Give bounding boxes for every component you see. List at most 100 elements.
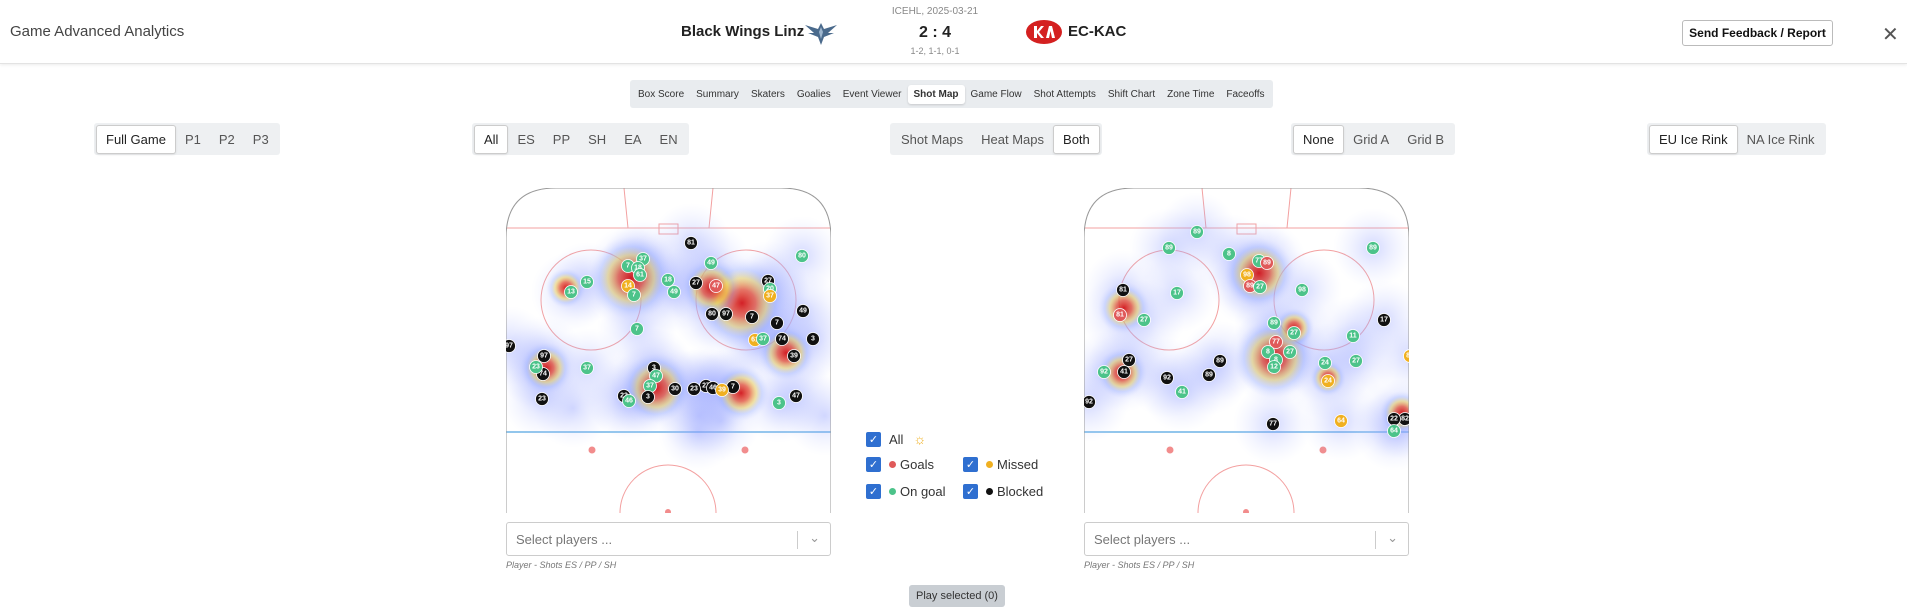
shot-marker[interactable]: 81 (684, 236, 698, 250)
shot-marker[interactable]: 22 (1387, 412, 1401, 426)
shot-marker[interactable]: 92 (1097, 365, 1111, 379)
shot-marker[interactable]: 39 (715, 383, 729, 397)
send-feedback-button[interactable]: Send Feedback / Report (1682, 20, 1833, 46)
rink-option-na-ice-rink[interactable]: NA Ice Rink (1746, 131, 1815, 147)
shot-marker[interactable]: 7 (627, 288, 641, 302)
checkbox-checked-icon[interactable]: ✓ (963, 484, 978, 499)
checkbox-checked-icon[interactable]: ✓ (866, 457, 881, 472)
shot-marker[interactable]: 24 (1321, 374, 1335, 388)
shot-marker[interactable]: 13 (564, 285, 578, 299)
checkbox-on-goal[interactable]: ✓ On goal (866, 484, 946, 499)
shot-marker[interactable]: 27 (1137, 313, 1151, 327)
shot-marker[interactable]: 27 (1122, 353, 1136, 367)
shot-marker[interactable]: 17 (1377, 313, 1391, 327)
shot-marker[interactable]: 82 (1403, 349, 1410, 363)
shot-marker[interactable]: 39 (787, 349, 801, 363)
shot-marker[interactable]: 8 (1222, 247, 1236, 261)
strength-option-en[interactable]: EN (659, 131, 678, 147)
chevron-down-icon[interactable]: ⌄ (809, 530, 820, 545)
shot-marker[interactable]: 27 (1283, 345, 1297, 359)
shot-marker[interactable]: 30 (668, 382, 682, 396)
sun-icon[interactable]: ☼ (913, 431, 927, 447)
periods-option-p2[interactable]: P2 (218, 131, 235, 147)
shot-marker[interactable]: 47 (649, 369, 663, 383)
shot-marker[interactable]: 47 (709, 279, 723, 293)
checkbox-checked-icon[interactable]: ✓ (866, 484, 881, 499)
close-icon[interactable]: ✕ (1882, 24, 1899, 46)
shot-marker[interactable]: 97 (719, 307, 733, 321)
play-selected-button[interactable]: Play selected (0) (909, 585, 1005, 607)
strength-option-pp[interactable]: PP (552, 131, 571, 147)
shot-marker[interactable]: 92 (1084, 395, 1096, 409)
shot-marker[interactable]: 17 (1170, 286, 1184, 300)
shot-marker[interactable]: 37 (756, 332, 770, 346)
shot-marker[interactable]: 97 (537, 349, 551, 363)
tab-zone-time[interactable]: Zone Time (1167, 88, 1215, 100)
shot-marker[interactable]: 23 (529, 360, 543, 374)
chevron-down-icon[interactable]: ⌄ (1387, 530, 1398, 545)
shot-marker[interactable]: 92 (1160, 371, 1174, 385)
tab-event-viewer[interactable]: Event Viewer (842, 88, 902, 100)
shot-marker[interactable]: 7 (770, 316, 784, 330)
shot-marker[interactable]: 41 (1175, 385, 1189, 399)
shot-marker[interactable]: 37 (763, 289, 777, 303)
shot-marker[interactable]: 49 (704, 256, 718, 270)
shot-marker[interactable]: 89 (1190, 225, 1204, 239)
shot-marker[interactable]: 37 (580, 361, 594, 375)
tab-shot-map[interactable]: Shot Map (907, 84, 965, 104)
shot-marker[interactable]: 3 (806, 332, 820, 346)
checkbox-checked-icon[interactable]: ✓ (963, 457, 978, 472)
shot-marker[interactable]: 89 (1243, 279, 1257, 293)
tab-goalies[interactable]: Goalies (796, 88, 831, 100)
shot-marker[interactable]: 49 (667, 285, 681, 299)
shot-marker[interactable]: 7 (745, 310, 759, 324)
shot-marker[interactable]: 89 (1267, 316, 1281, 330)
shot-marker[interactable]: 98 (1295, 283, 1309, 297)
tab-skaters[interactable]: Skaters (750, 88, 785, 100)
shot-marker[interactable]: 89 (1202, 368, 1216, 382)
shot-marker[interactable]: 80 (705, 307, 719, 321)
shot-marker[interactable]: 81 (1113, 308, 1127, 322)
shot-marker[interactable]: 61 (633, 268, 647, 282)
shot-marker[interactable]: 27 (1349, 354, 1363, 368)
shot-marker[interactable]: 3 (641, 390, 655, 404)
tab-shot-attempts[interactable]: Shot Attempts (1033, 88, 1096, 100)
shot-marker[interactable]: 89 (1260, 256, 1274, 270)
shot-marker[interactable]: 89 (1366, 241, 1380, 255)
shot-marker[interactable]: 18 (661, 273, 675, 287)
checkbox-checked-icon[interactable]: ✓ (866, 431, 881, 447)
shot-marker[interactable]: 89 (1162, 241, 1176, 255)
away-player-select[interactable]: Select players ... ⌄ (1084, 522, 1409, 556)
shot-marker[interactable]: 89 (1213, 354, 1227, 368)
grid-option-grid-a[interactable]: Grid A (1353, 131, 1390, 147)
grid-option-none[interactable]: None (1293, 124, 1345, 154)
shot-marker[interactable]: 23 (535, 392, 549, 406)
shot-marker[interactable]: 3 (772, 396, 786, 410)
shot-marker[interactable]: 97 (506, 339, 516, 353)
strength-option-ea[interactable]: EA (624, 131, 642, 147)
shot-marker[interactable]: 15 (580, 275, 594, 289)
checkbox-goals[interactable]: ✓ Goals (866, 457, 934, 472)
shot-marker[interactable]: 80 (795, 249, 809, 263)
checkbox-all[interactable]: ✓ All ☼ (866, 431, 926, 447)
shot-marker[interactable]: 46 (622, 394, 636, 408)
tab-shift-chart[interactable]: Shift Chart (1107, 88, 1156, 100)
shot-marker[interactable]: 74 (775, 332, 789, 346)
shot-marker[interactable]: 47 (789, 389, 803, 403)
shot-marker[interactable]: 77 (1269, 335, 1283, 349)
tab-game-flow[interactable]: Game Flow (970, 88, 1022, 100)
tab-box-score[interactable]: Box Score (638, 88, 685, 100)
shot-marker[interactable]: 27 (689, 276, 703, 290)
shot-marker[interactable]: 81 (1116, 283, 1130, 297)
checkbox-blocked[interactable]: ✓ Blocked (963, 484, 1043, 499)
periods-option-p1[interactable]: P1 (184, 131, 201, 147)
shot-marker[interactable]: 41 (1117, 365, 1131, 379)
tab-faceoffs[interactable]: Faceoffs (1226, 88, 1265, 100)
shot-marker[interactable]: 77 (1266, 417, 1280, 431)
shot-marker[interactable]: 64 (1387, 424, 1401, 438)
view-option-shot-maps[interactable]: Shot Maps (901, 131, 964, 147)
shot-marker[interactable]: 23 (687, 382, 701, 396)
shot-marker[interactable]: 12 (1267, 360, 1281, 374)
